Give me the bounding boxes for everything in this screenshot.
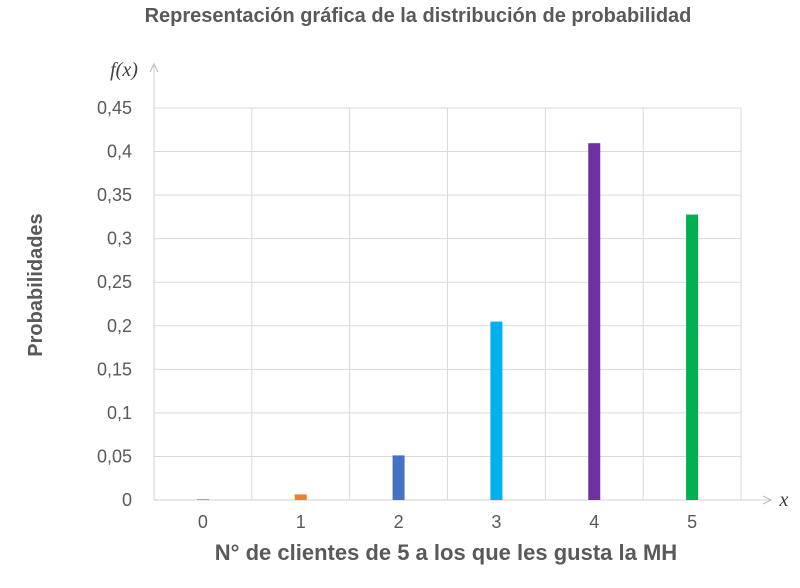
x-tick-label: 5 bbox=[687, 512, 697, 532]
x-tick-label: 0 bbox=[198, 512, 208, 532]
axes bbox=[149, 62, 773, 505]
y-tick-label: 0,05 bbox=[97, 446, 132, 466]
y-tick-label: 0,35 bbox=[97, 185, 132, 205]
bar-x-4 bbox=[588, 143, 601, 501]
x-tick-label: 1 bbox=[296, 512, 306, 532]
x-axis-variable: x bbox=[779, 489, 789, 511]
bar-x-5 bbox=[686, 214, 699, 500]
x-tick-labels: 0 1 2 3 4 5 bbox=[198, 512, 697, 532]
x-axis-label: N° de clientes de 5 a los que les gusta … bbox=[215, 540, 677, 565]
bars bbox=[196, 143, 699, 501]
y-tick-label: 0,2 bbox=[107, 316, 132, 336]
chart-title: Representación gráfica de la distribució… bbox=[145, 5, 692, 27]
y-axis-label: Probabilidades bbox=[25, 213, 47, 356]
y-tick-label: 0,25 bbox=[97, 272, 132, 292]
x-axis-arrow bbox=[762, 495, 773, 505]
y-tick-label: 0,45 bbox=[97, 98, 132, 118]
y-tick-label: 0,4 bbox=[107, 142, 132, 162]
y-tick-labels: 0 0,05 0,1 0,15 0,2 0,25 0,3 0,35 0,4 0,45 bbox=[97, 98, 132, 510]
x-tick-label: 4 bbox=[589, 512, 599, 532]
x-tick-label: 2 bbox=[394, 512, 404, 532]
y-tick-label: 0,3 bbox=[107, 229, 132, 249]
x-tick-label: 3 bbox=[491, 512, 501, 532]
y-axis-variable: f(x) bbox=[110, 59, 138, 81]
y-tick-label: 0,1 bbox=[107, 403, 132, 423]
y-axis-arrow bbox=[149, 62, 159, 73]
gridlines bbox=[154, 107, 742, 500]
bar-x-1 bbox=[294, 494, 307, 500]
y-tick-label: 0,15 bbox=[97, 359, 132, 379]
bar-x-0 bbox=[196, 499, 209, 500]
bar-x-3 bbox=[490, 321, 503, 500]
y-tick-label: 0 bbox=[122, 490, 132, 510]
bar-x-2 bbox=[392, 455, 405, 500]
